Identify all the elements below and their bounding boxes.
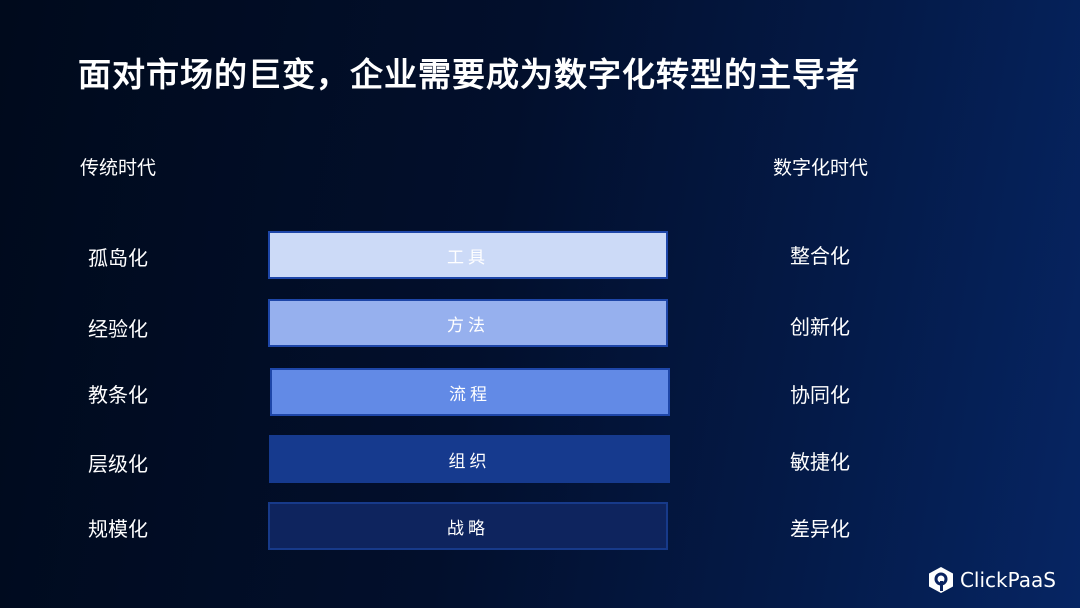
right-header: 数字化时代 (773, 157, 869, 179)
left-item: 孤岛化 (88, 246, 148, 270)
right-item: 整合化 (790, 244, 850, 268)
right-item: 协同化 (790, 383, 850, 407)
right-item: 差异化 (790, 517, 850, 541)
layer-tools: 工具 (268, 231, 668, 279)
layer-methods: 方法 (268, 299, 668, 347)
left-item: 规模化 (88, 517, 148, 541)
layer-organization: 组织 (269, 435, 670, 483)
layer-strategy: 战略 (268, 502, 668, 550)
layer-process: 流程 (270, 368, 670, 416)
left-item: 教条化 (88, 383, 148, 407)
logo-text: ClickPaaS (959, 568, 1056, 592)
left-header: 传统时代 (80, 157, 157, 179)
clickpaas-logo: ClickPaaS (928, 566, 1056, 594)
slide-title: 面对市场的巨变，企业需要成为数字化转型的主导者 (78, 55, 860, 94)
clickpaas-hexagon-icon (928, 567, 953, 593)
left-item: 经验化 (88, 317, 148, 341)
left-item: 层级化 (88, 452, 148, 476)
right-item: 敏捷化 (790, 450, 850, 474)
right-item: 创新化 (790, 315, 850, 339)
